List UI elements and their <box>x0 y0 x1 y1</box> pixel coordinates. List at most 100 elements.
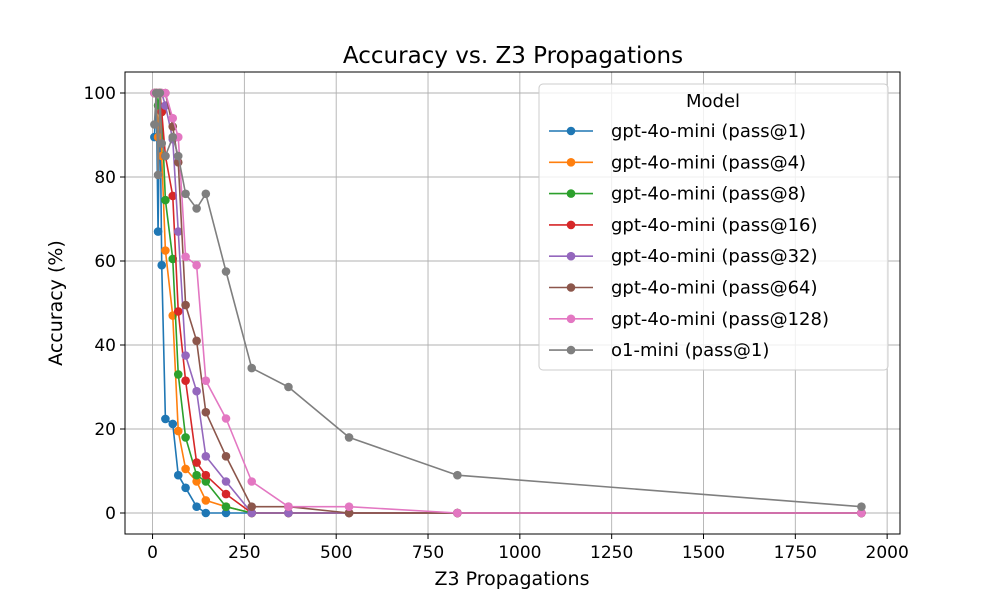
data-point <box>153 170 163 180</box>
data-point <box>161 195 170 205</box>
data-point <box>168 191 178 201</box>
legend-item: gpt-4o-mini (pass@64) <box>549 278 818 299</box>
legend-item: gpt-4o-mini (pass@32) <box>549 246 818 267</box>
data-point <box>192 502 201 512</box>
data-point <box>201 477 211 486</box>
data-point <box>161 246 170 255</box>
legend-item: gpt-4o-mini (pass@8) <box>549 184 806 205</box>
legend-label: gpt-4o-mini (pass@32) <box>611 246 818 267</box>
data-point <box>284 382 293 392</box>
data-point <box>192 336 201 346</box>
legend-marker <box>566 314 576 324</box>
data-point <box>153 227 163 236</box>
y-tick-label: 20 <box>94 420 116 440</box>
data-point <box>168 419 178 429</box>
data-point <box>201 407 211 417</box>
y-tick-label: 60 <box>94 252 116 272</box>
data-point <box>344 433 354 442</box>
data-point <box>168 132 178 142</box>
legend-marker <box>566 158 576 167</box>
legend-marker <box>566 251 576 261</box>
legend-item: gpt-4o-mini (pass@16) <box>549 215 818 236</box>
data-point <box>181 464 190 474</box>
y-tick-label: 0 <box>105 504 116 524</box>
legend-items: gpt-4o-mini (pass@1) gpt-4o-mini (pass@4)… <box>549 121 829 361</box>
y-tick-label: 100 <box>84 84 116 104</box>
legend-item: gpt-4o-mini (pass@128) <box>549 309 829 330</box>
legend-box <box>538 83 889 371</box>
data-point <box>247 502 257 512</box>
data-point <box>857 508 866 518</box>
data-point <box>161 151 170 161</box>
data-point <box>173 227 183 236</box>
data-point <box>201 508 211 518</box>
data-point <box>284 502 293 512</box>
data-point <box>181 376 190 386</box>
data-point <box>181 483 190 493</box>
data-point <box>181 351 190 360</box>
x-tick-label: 500 <box>320 543 352 563</box>
data-point <box>201 189 211 199</box>
data-point <box>221 477 231 486</box>
data-point <box>344 508 354 518</box>
axes-frame <box>124 71 901 535</box>
data-point <box>181 300 190 310</box>
x-tick-label: 1500 <box>682 543 725 563</box>
data-point <box>192 204 201 213</box>
data-point <box>453 470 462 480</box>
legend-label: gpt-4o-mini (pass@128) <box>611 309 829 330</box>
legend: Model gpt-4o-mini (pass@1)gpt-4o-mini (p… <box>538 83 889 371</box>
data-point <box>247 363 257 373</box>
data-point <box>181 252 190 262</box>
data-point <box>173 470 183 480</box>
data-point <box>173 370 183 379</box>
x-tick-label: 750 <box>412 543 444 563</box>
legend-label: gpt-4o-mini (pass@64) <box>611 278 818 299</box>
legend-label: gpt-4o-mini (pass@16) <box>611 215 818 236</box>
y-tick-label: 80 <box>94 168 116 188</box>
y-axis-label: Accuracy (%) <box>45 240 67 366</box>
plot-area <box>150 88 866 518</box>
data-point <box>201 376 211 386</box>
chart-title: Accuracy vs. Z3 Propagations <box>343 43 683 69</box>
data-point <box>247 477 257 486</box>
data-point <box>173 426 183 436</box>
legend-marker <box>566 283 576 292</box>
data-point <box>155 88 165 98</box>
x-tick-label: 2000 <box>866 543 909 563</box>
data-point <box>161 414 170 424</box>
data-point <box>221 502 231 512</box>
data-point <box>192 477 201 486</box>
legend-item: gpt-4o-mini (pass@1) <box>549 121 806 142</box>
x-axis: 0 250 500 750 1000 1250 1500 1750 2000 <box>147 534 909 563</box>
data-point <box>181 433 190 442</box>
y-tick-label: 40 <box>94 336 116 356</box>
data-point <box>247 508 257 518</box>
legend-label: gpt-4o-mini (pass@8) <box>611 184 806 205</box>
data-point <box>201 496 211 505</box>
data-point <box>221 452 231 461</box>
data-point <box>173 151 183 161</box>
data-point <box>181 189 190 199</box>
data-point <box>173 307 183 316</box>
x-tick-label: 0 <box>147 543 158 563</box>
data-point <box>221 414 231 423</box>
data-point <box>221 489 231 499</box>
legend-marker <box>566 220 576 230</box>
data-point <box>153 132 163 142</box>
data-point <box>344 502 354 512</box>
legend-marker <box>566 189 576 198</box>
x-tick-label: 1000 <box>498 543 541 563</box>
data-point <box>201 452 211 461</box>
data-point <box>201 470 211 480</box>
data-point <box>284 508 293 518</box>
data-point <box>192 260 201 270</box>
x-axis-label: Z3 Propagations <box>435 568 590 590</box>
legend-marker <box>566 345 576 355</box>
legend-label: o1-mini (pass@1) <box>611 340 769 361</box>
data-point <box>150 120 159 129</box>
data-point <box>221 508 231 518</box>
data-point <box>168 113 178 123</box>
y-axis: 0 20 40 60 80 100 <box>84 84 125 524</box>
